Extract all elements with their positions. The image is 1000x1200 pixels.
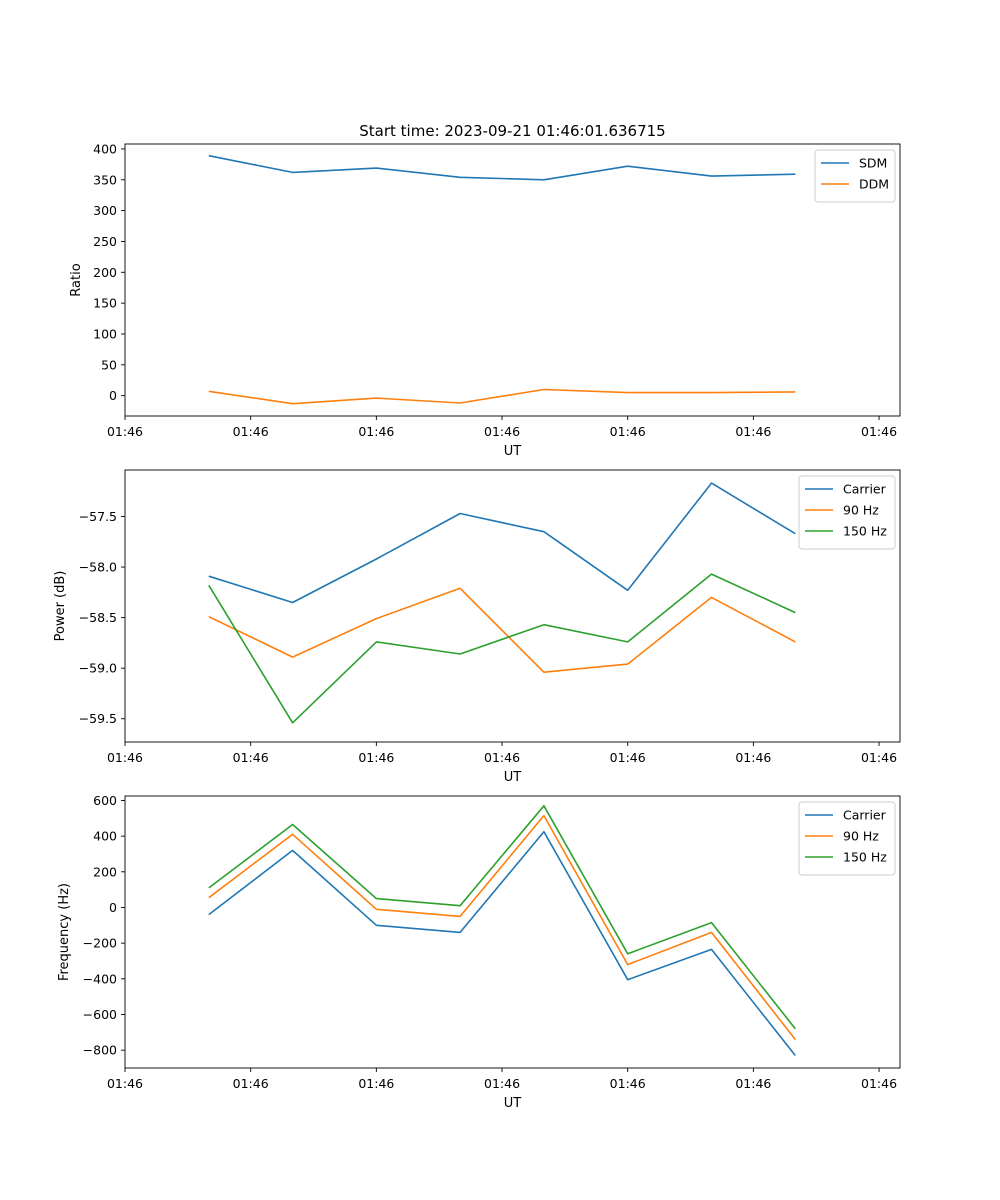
y-tick-label: −58.5 [79, 610, 117, 625]
series-line-carrier [208, 482, 796, 604]
y-tick-label: 0 [109, 388, 117, 403]
x-tick-label: 01:46 [610, 1076, 646, 1091]
legend-label: SDM [859, 156, 887, 171]
legend: SDM DDM [814, 149, 896, 203]
subplot-1: 01:46 01:46 01:46 01:46 01:46 01:46 01:46 UT 0 50… [69, 141, 901, 459]
legend-label: Carrier [843, 808, 887, 823]
x-tick-label: 01:46 [861, 750, 897, 765]
x-axis-label: UT [504, 444, 522, 459]
y-tick-label: −59.0 [79, 661, 117, 676]
x-tick-label: 01:46 [610, 750, 646, 765]
legend-label: Carrier [843, 482, 887, 497]
series-line-ddm [208, 388, 796, 405]
x-tick-label: 01:46 [358, 750, 394, 765]
x-tick-label: 01:46 [861, 424, 897, 439]
y-tick-label: 350 [93, 172, 117, 187]
series-line-90-hz [208, 587, 796, 674]
y-tick-label: 200 [93, 864, 117, 879]
subplot-3: 01:46 01:46 01:46 01:46 01:46 01:46 01:46 UT −80… [57, 793, 901, 1111]
y-axis-label: Power (dB) [53, 571, 68, 642]
x-tick-label: 01:46 [735, 424, 771, 439]
x-tick-label: 01:46 [107, 424, 143, 439]
series-line-sdm [208, 154, 796, 181]
y-tick-label: 600 [93, 793, 117, 808]
axes-frame [124, 469, 901, 743]
y-tick-label: 400 [93, 141, 117, 156]
series-line-carrier [208, 830, 796, 1056]
x-tick-label: 01:46 [610, 424, 646, 439]
legend-label: DDM [859, 177, 889, 192]
x-tick-label: 01:46 [358, 424, 394, 439]
y-tick-label: −800 [83, 1043, 117, 1058]
y-tick-label: −58.0 [79, 560, 117, 575]
y-tick-label: 100 [93, 326, 117, 341]
axes-frame [124, 143, 901, 417]
x-tick-label: 01:46 [861, 1076, 897, 1091]
y-tick-label: −59.5 [79, 711, 117, 726]
y-tick-label: 300 [93, 203, 117, 218]
y-tick-label: −600 [83, 1007, 117, 1022]
series-line-90-hz [208, 814, 796, 1040]
subplots: 01:46 01:46 01:46 01:46 01:46 01:46 01:46 UT 0 50… [53, 141, 901, 1111]
axes-frame [124, 795, 901, 1069]
x-tick-label: 01:46 [735, 1076, 771, 1091]
x-tick-label: 01:46 [484, 1076, 520, 1091]
y-axis-label: Frequency (Hz) [57, 883, 72, 981]
y-tick-label: −57.5 [79, 509, 117, 524]
legend-label: 90 Hz [843, 503, 879, 518]
legend-label: 150 Hz [843, 850, 887, 865]
x-tick-label: 01:46 [233, 1076, 269, 1091]
y-tick-label: 150 [93, 296, 117, 311]
y-tick-label: 0 [109, 900, 117, 915]
x-tick-label: 01:46 [484, 750, 520, 765]
y-tick-label: 250 [93, 234, 117, 249]
x-axis-label: UT [504, 770, 522, 785]
y-axis-label: Ratio [69, 263, 84, 296]
y-tick-label: 50 [101, 357, 117, 372]
x-tick-label: 01:46 [233, 750, 269, 765]
x-tick-label: 01:46 [107, 1076, 143, 1091]
y-tick-label: −200 [83, 936, 117, 951]
x-tick-label: 01:46 [358, 1076, 394, 1091]
legend-label: 90 Hz [843, 829, 879, 844]
y-tick-label: −400 [83, 971, 117, 986]
series-line-150-hz [208, 573, 796, 724]
x-tick-label: 01:46 [107, 750, 143, 765]
x-tick-label: 01:46 [233, 424, 269, 439]
y-tick-label: 200 [93, 265, 117, 280]
subplot-2: 01:46 01:46 01:46 01:46 01:46 01:46 01:46 UT −59… [53, 469, 901, 785]
figure-title: Start time: 2023-09-21 01:46:01.636715 [359, 122, 665, 140]
legend-label: 150 Hz [843, 524, 887, 539]
legend: Carrier 90 Hz 150 Hz [798, 801, 896, 876]
legend: Carrier 90 Hz 150 Hz [798, 475, 896, 550]
y-tick-label: 400 [93, 829, 117, 844]
x-tick-label: 01:46 [484, 424, 520, 439]
x-axis-label: UT [504, 1096, 522, 1111]
series-line-150-hz [208, 804, 796, 1030]
x-tick-label: 01:46 [735, 750, 771, 765]
